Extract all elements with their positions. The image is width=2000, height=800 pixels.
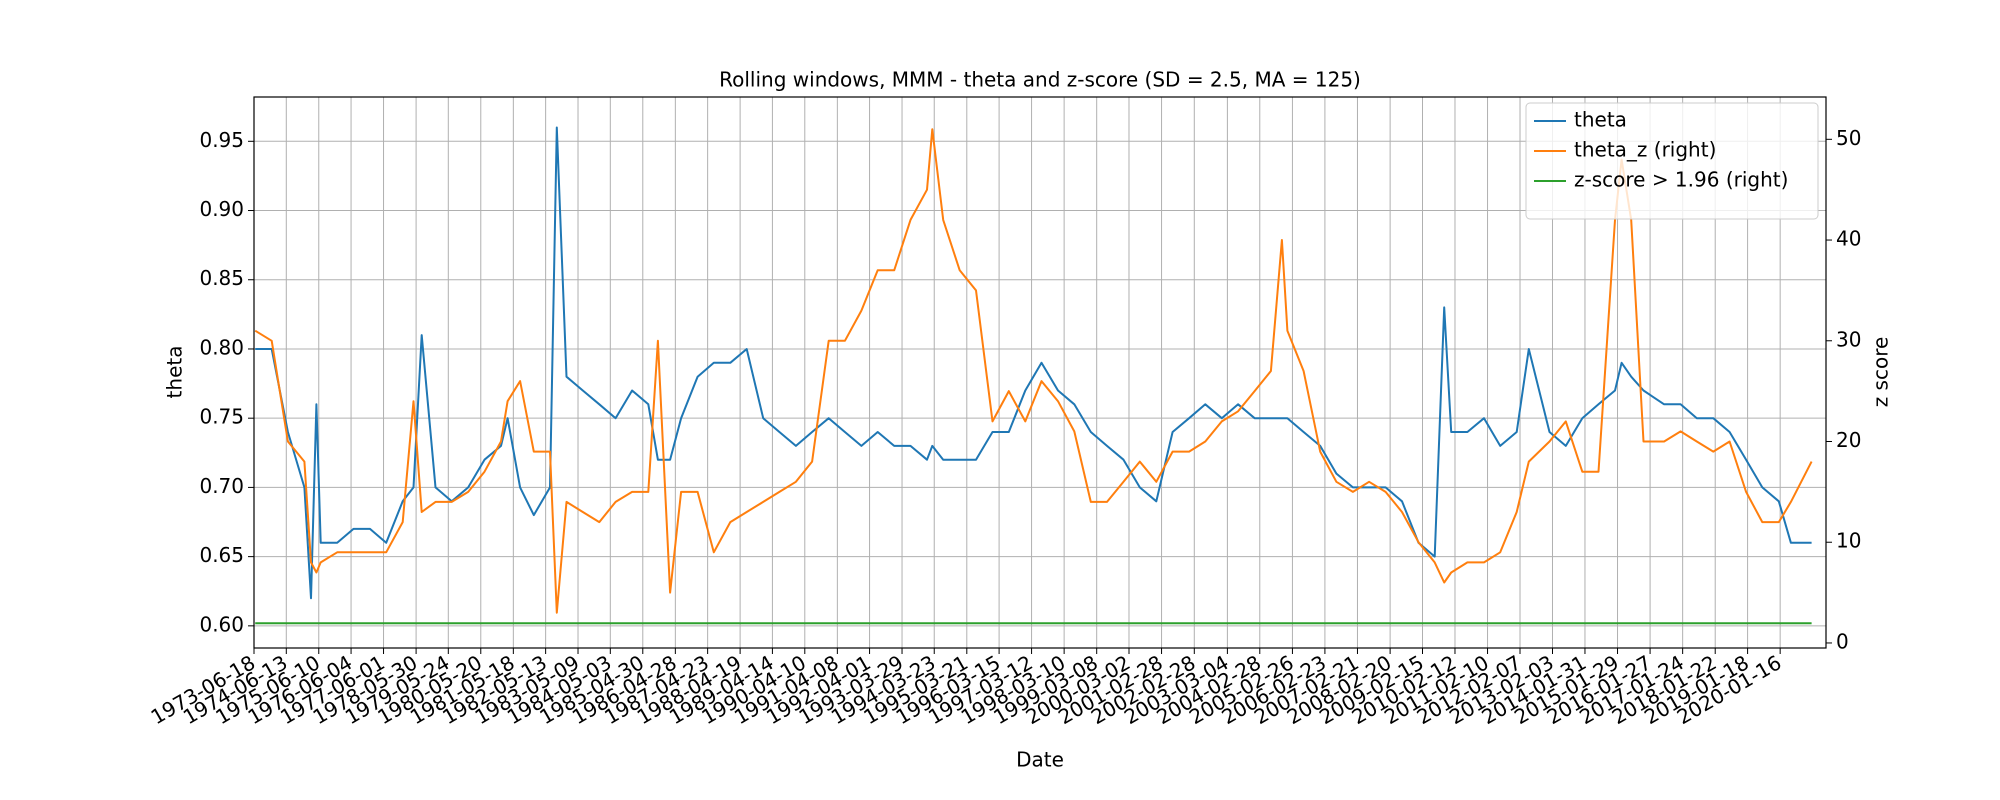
y-tick-label: 0.70 — [199, 474, 244, 498]
y2-tick-label: 10 — [1836, 529, 1861, 553]
y-tick-label: 0.75 — [199, 405, 244, 429]
data-line — [254, 128, 1813, 614]
legend-label: z-score > 1.96 (right) — [1574, 168, 1788, 192]
legend-box — [1525, 102, 1819, 220]
y2-tick-label: 0 — [1836, 629, 1849, 653]
y2-tick-label: 20 — [1836, 428, 1861, 452]
x-axis-label: Date — [1016, 748, 1064, 772]
legend-label: theta — [1574, 108, 1627, 132]
plot-frame — [253, 96, 1827, 649]
data-line — [255, 126, 1812, 600]
y-tick-label: 0.90 — [199, 197, 244, 221]
chart-title: Rolling windows, MMM - theta and z-score… — [719, 68, 1361, 92]
y2-tick-label: 50 — [1836, 126, 1861, 150]
y-tick-label: 0.95 — [199, 128, 244, 152]
legend-label: theta_z (right) — [1574, 138, 1716, 162]
y2-axis-label: z score — [1869, 337, 1893, 408]
y2-tick-label: 40 — [1836, 227, 1861, 251]
y-tick-label: 0.85 — [199, 266, 244, 290]
y2-tick-label: 30 — [1836, 327, 1861, 351]
y-axis-label: theta — [163, 346, 187, 399]
y-tick-label: 0.60 — [199, 612, 244, 636]
y-tick-label: 0.65 — [199, 543, 244, 567]
y-tick-label: 0.80 — [199, 335, 244, 359]
